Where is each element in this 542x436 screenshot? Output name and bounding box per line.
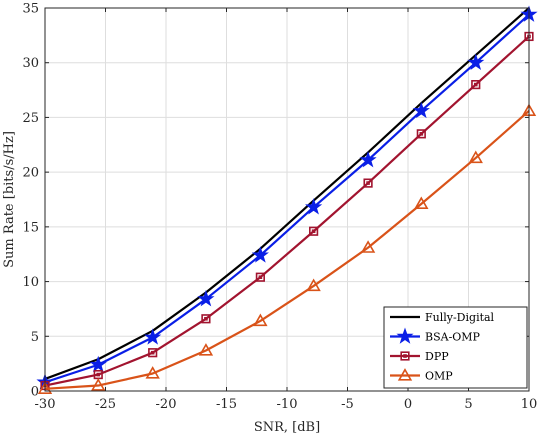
data-point-triangle — [145, 366, 160, 379]
data-point-square — [363, 178, 373, 188]
data-point-square-inner — [419, 132, 424, 136]
y-axis-label: Sum Rate [bits/s/Hz] — [2, 131, 17, 268]
series-omp — [37, 103, 537, 394]
x-axis-label: SNR, [dB] — [254, 420, 320, 435]
plot-frame — [44, 7, 530, 392]
series-line — [44, 7, 530, 380]
data-point-star — [359, 151, 377, 168]
y-tick-label: 35 — [22, 2, 39, 17]
legend-item: DPP — [390, 350, 449, 363]
legend: Fully-Digital BSA-OMP DPP OMP — [383, 306, 528, 389]
x-tick-label: -30 — [35, 397, 56, 412]
legend-item: OMP — [390, 368, 453, 383]
data-point-star — [251, 246, 269, 263]
x-tick-label: -5 — [341, 397, 354, 412]
y-tick-label: 30 — [22, 56, 39, 71]
y-tick-label: 10 — [22, 275, 39, 290]
data-point-triangle — [91, 378, 106, 391]
series-line — [44, 110, 530, 390]
y-tick-label: 15 — [22, 220, 39, 235]
data-point-square-inner — [258, 275, 263, 279]
data-point-triangle — [198, 343, 214, 356]
data-point-square — [255, 272, 265, 282]
data-point-triangle — [360, 240, 376, 253]
x-tick-label: -15 — [216, 397, 237, 412]
data-point-square-inner — [150, 350, 155, 355]
y-tick-label: 25 — [22, 111, 39, 126]
axis-ticks: -30 -25 -20 -15 -10 -5 0 5 10 0 5 10 15 20 25 30 35 — [22, 2, 537, 413]
y-tick-label: 0 — [31, 385, 39, 400]
legend-label: Fully-Digital — [425, 311, 495, 324]
data-point-star — [412, 101, 430, 119]
legend-label: DPP — [425, 350, 449, 363]
x-tick-label: -20 — [156, 397, 177, 412]
data-point-square — [201, 314, 211, 324]
data-point-square — [416, 129, 426, 139]
data-point-square-inner — [366, 181, 370, 185]
x-tick-label: -25 — [95, 397, 116, 412]
series-line — [44, 35, 530, 387]
legend-label: OMP — [425, 370, 453, 383]
data-point-square-inner — [403, 354, 407, 358]
data-point-triangle — [397, 368, 413, 381]
legend-item: BSA-OMP — [390, 327, 481, 344]
x-tick-label: -10 — [277, 397, 298, 412]
data-point-square-inner — [204, 316, 208, 321]
data-point-star — [305, 198, 323, 215]
data-point-star — [89, 355, 107, 373]
legend-label: BSA-OMP — [425, 331, 481, 344]
data-point-square — [148, 348, 158, 358]
x-tick-label: 5 — [464, 397, 472, 412]
data-point-star — [396, 327, 414, 344]
series-line — [44, 13, 530, 384]
data-point-square-inner — [96, 372, 101, 377]
data-point-square — [309, 226, 319, 236]
data-point-star — [467, 53, 485, 71]
data-point-star — [197, 290, 215, 307]
y-tick-label: 20 — [22, 166, 39, 181]
data-point-triangle — [468, 150, 483, 164]
data-point-triangle — [306, 278, 321, 292]
data-point-triangle — [253, 313, 268, 327]
x-tick-label: 10 — [521, 397, 538, 412]
data-point-star — [144, 328, 162, 345]
data-point-square-inner — [473, 82, 478, 87]
legend-item: Fully-Digital — [390, 311, 495, 324]
series-fully-digital — [44, 7, 530, 380]
y-tick-label: 5 — [31, 330, 39, 345]
data-point-square-inner — [311, 229, 316, 234]
data-point-triangle — [37, 381, 53, 394]
data-point-triangle — [414, 196, 429, 210]
data-point-square — [471, 80, 481, 90]
data-point-square — [400, 351, 410, 361]
x-tick-label: 0 — [404, 397, 412, 412]
